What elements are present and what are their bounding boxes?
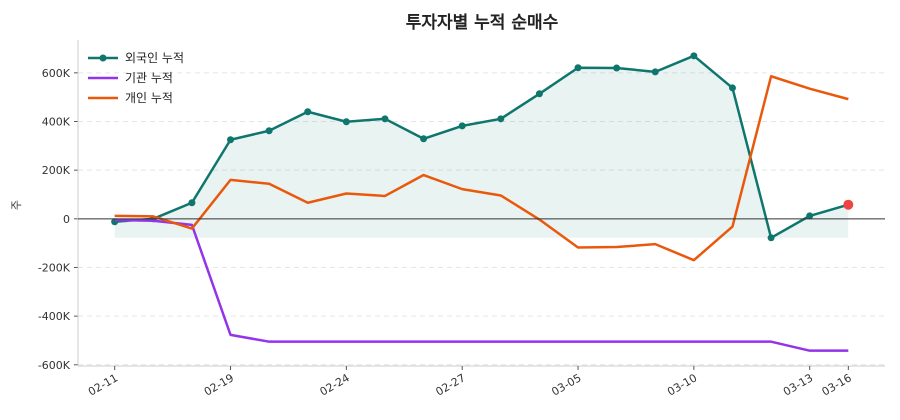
y-tick-label: -400K — [38, 310, 71, 323]
data-point — [690, 52, 698, 60]
legend-marker-0 — [99, 54, 107, 62]
y-tick-label: 600K — [42, 67, 71, 80]
x-tick-label: 02-27 — [434, 371, 468, 398]
data-point — [535, 90, 543, 98]
data-point — [651, 68, 659, 76]
data-point — [497, 115, 505, 123]
legend-label-0: 외국인 누적 — [125, 51, 184, 65]
x-tick-label: 03-10 — [665, 371, 699, 398]
data-point — [728, 84, 736, 92]
x-tick-label: 03-05 — [549, 371, 583, 398]
series-line-2 — [114, 74, 849, 262]
data-point — [188, 199, 196, 207]
data-point — [574, 64, 582, 72]
chart-title: 투자자별 누적 순매수 — [406, 13, 559, 33]
series-line-0 — [114, 54, 849, 240]
data-point — [304, 108, 312, 116]
series-line-1 — [114, 218, 849, 352]
data-point — [613, 64, 621, 72]
y-tick-label: 200K — [42, 164, 71, 177]
data-point — [420, 135, 428, 143]
y-tick-label: 0 — [63, 213, 70, 226]
y-tick-label: -600K — [38, 359, 71, 372]
x-tick-label: 03-13 — [781, 371, 815, 398]
area-fill-0 — [114, 55, 849, 238]
y-axis-label: 주 — [10, 200, 23, 210]
x-tick-label: 02-19 — [202, 371, 236, 398]
data-point — [458, 122, 466, 130]
data-point — [342, 118, 350, 126]
legend-label-1: 기관 누적 — [125, 71, 173, 85]
data-point — [227, 136, 235, 144]
data-point — [806, 212, 814, 220]
legend-label-2: 개인 누적 — [125, 91, 173, 105]
x-tick-label: 03-16 — [820, 371, 854, 398]
y-tick-label: -200K — [38, 261, 71, 274]
data-point — [265, 127, 273, 135]
data-point — [767, 234, 775, 242]
x-tick-label: 02-24 — [318, 371, 352, 398]
y-tick-label: 400K — [42, 116, 71, 129]
x-tick-label: 02-11 — [86, 371, 120, 398]
data-point — [381, 115, 389, 123]
last-point-marker — [843, 199, 854, 210]
